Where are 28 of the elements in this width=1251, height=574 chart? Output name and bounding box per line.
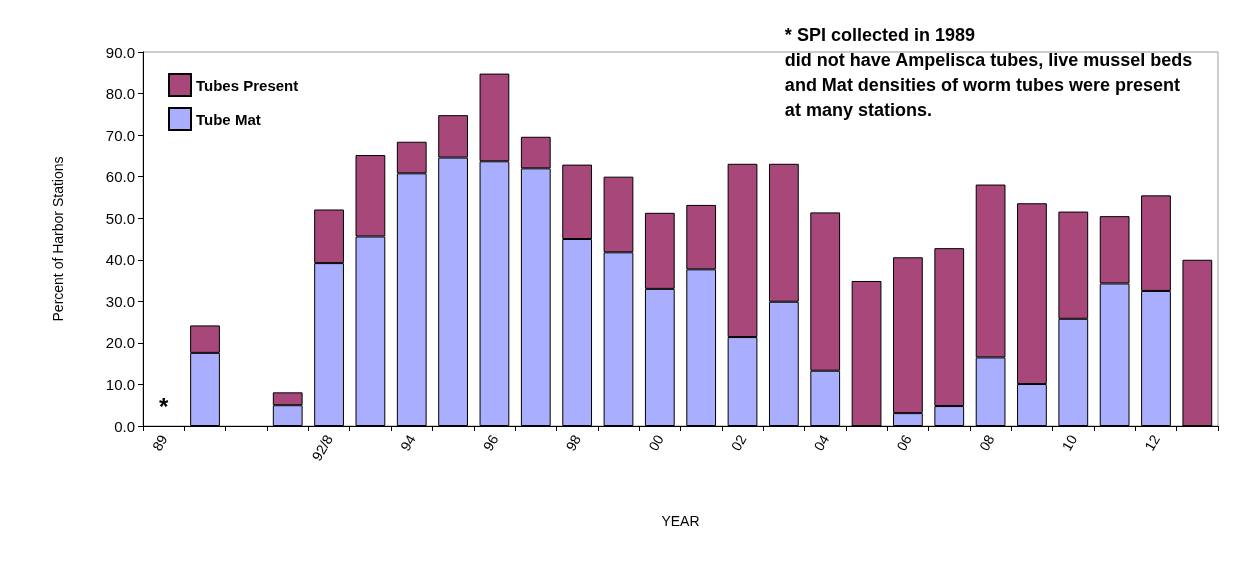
y-tick-label: 50.0 xyxy=(105,209,135,227)
y-tick-label: 80.0 xyxy=(105,85,135,103)
legend-label: Tubes Present xyxy=(196,76,299,94)
y-tick-label: 0.0 xyxy=(114,417,135,435)
x-tick-label: 08 xyxy=(975,431,998,454)
x-tick-label: 00 xyxy=(645,431,667,454)
x-tick-label: 12 xyxy=(1141,431,1164,454)
x-tick-label: 02 xyxy=(727,431,750,454)
y-tick-label: 10.0 xyxy=(105,375,135,393)
y-tick-label: 70.0 xyxy=(105,126,135,144)
y-tick-label: 20.0 xyxy=(105,334,135,352)
x-tick-label: 96 xyxy=(479,431,502,454)
bar xyxy=(1182,259,1213,426)
x-tick-label: 10 xyxy=(1058,431,1081,454)
x-tick-label: 04 xyxy=(810,431,833,454)
x-tick-label: 89 xyxy=(148,431,171,454)
x-tick-label: 06 xyxy=(893,431,915,454)
x-tick-label: 94 xyxy=(397,431,419,454)
y-tick-label: 40.0 xyxy=(105,251,135,269)
x-axis-title: YEAR xyxy=(661,513,700,529)
legend-label: Tube Mat xyxy=(196,110,261,128)
y-tick-label: 60.0 xyxy=(105,168,135,186)
y-tick-label: 90.0 xyxy=(105,43,135,61)
annotation: * SPI collected in 1989 did not have Ampelisca tubes, live mussel beds and Mat densities of worm tubes were present at many stations. xyxy=(784,24,1193,120)
y-axis-title: Percent of Harbor Stations xyxy=(50,156,66,322)
x-tick-label: 98 xyxy=(562,431,585,454)
annotation: * xyxy=(159,392,169,420)
y-tick-label: 30.0 xyxy=(105,292,135,310)
